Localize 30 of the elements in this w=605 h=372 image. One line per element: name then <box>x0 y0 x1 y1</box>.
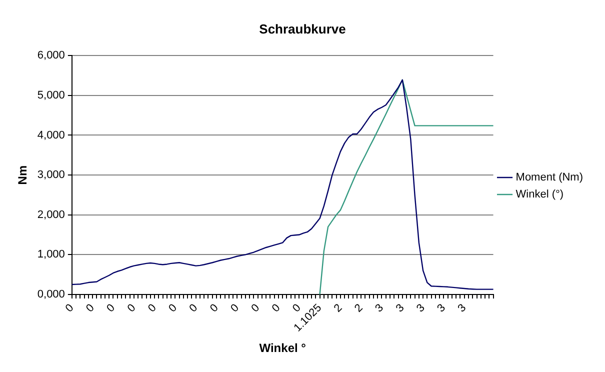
y-tick-label: 4,000 <box>37 129 65 142</box>
x-tick-label: 2 <box>332 302 345 315</box>
legend-label: Moment (Nm) <box>516 172 584 184</box>
x-axis-title: Winkel ° <box>259 341 306 356</box>
x-tick-label: 0 <box>228 302 242 315</box>
legend-label: Winkel (°) <box>516 188 564 201</box>
y-tick-label: 5,000 <box>37 89 65 102</box>
x-tick-label: 0 <box>249 302 262 315</box>
y-tick-label: 2,000 <box>37 208 65 221</box>
x-tick-label: 0 <box>166 302 180 315</box>
x-tick-label: 0 <box>187 302 200 315</box>
y-axis-title: Nm <box>16 165 30 185</box>
y-tick-label: 6,000 <box>37 50 65 62</box>
y-tick-label: 0,000 <box>37 288 65 301</box>
x-tick-label: 0 <box>146 302 159 315</box>
x-tick-label: 0 <box>104 302 118 315</box>
x-tick-label: 3 <box>456 302 469 315</box>
x-tick-label: 2 <box>352 302 366 315</box>
x-tick-label: 3 <box>435 302 448 315</box>
y-tick-label: 1,000 <box>37 248 65 261</box>
y-tick-label: 3,000 <box>37 169 65 182</box>
x-tick-label: 0 <box>63 302 76 315</box>
x-tick-label: 0 <box>84 302 97 315</box>
x-tick-label: 0 <box>208 302 221 315</box>
x-tick-label: 0 <box>125 302 138 315</box>
x-tick-label: 0 <box>270 302 283 315</box>
x-tick-label: 3 <box>414 302 428 315</box>
chart-title: Schraubkurve <box>259 21 346 36</box>
x-tick-label: 3 <box>394 302 407 315</box>
x-tick-label: 3 <box>373 302 386 315</box>
